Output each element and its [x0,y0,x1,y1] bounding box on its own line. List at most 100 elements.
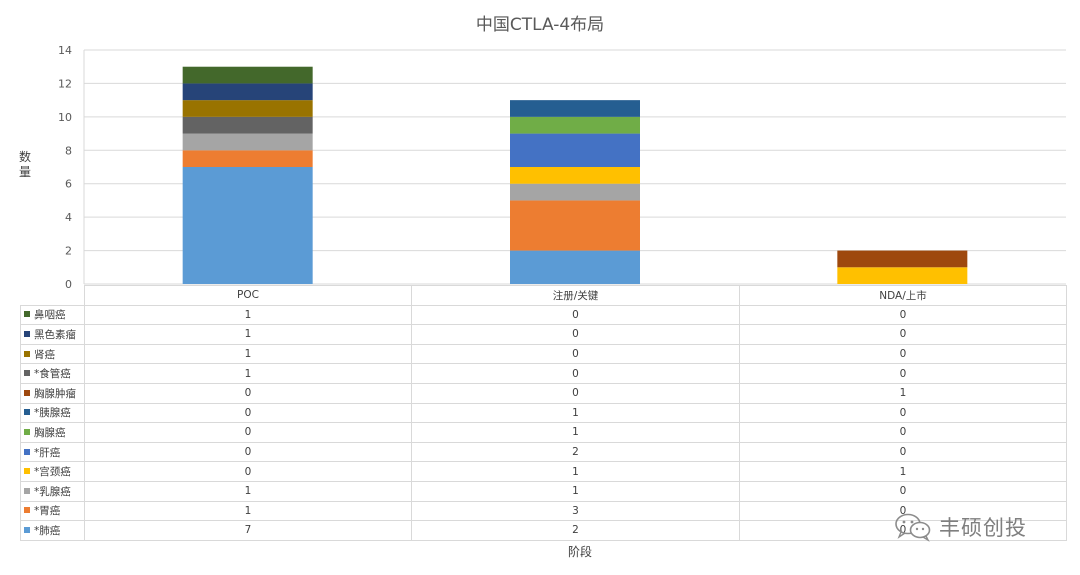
data-label: 0 [411,304,740,326]
data-label: 0 [84,422,412,443]
data-label: 7 [84,520,412,541]
legend-label: 鼻咽癌 [34,309,66,322]
legend-swatch [24,428,30,435]
table-row: *宫颈癌 0 1 1 [20,461,1067,482]
data-label: 1 [84,324,412,345]
bar-segment [510,250,640,284]
data-label: 0 [411,363,740,384]
data-label: 1 [411,402,740,424]
bar-segment [837,267,968,284]
table-row: *肝癌 0 2 0 [20,441,1067,463]
bar-segment [510,167,640,184]
bar-segment [837,250,968,268]
data-label: 0 [411,343,740,365]
bar-segment [182,167,313,284]
legend-swatch [24,370,30,377]
data-label: 0 [739,324,1067,345]
x-axis-label: 阶段 [567,545,592,559]
bar-segment [182,83,313,101]
data-label: 0 [739,402,1067,424]
chart-title: 中国CTLA-4布局 [475,15,605,35]
legend-entry: *胰腺癌 [20,402,85,424]
legend-entry: *宫颈癌 [20,461,85,482]
table-row: *乳腺癌 1 1 0 [20,480,1067,502]
data-label: 0 [739,441,1067,463]
data-label: 0 [739,363,1067,384]
bar-segment [182,150,313,167]
legend-entry: *肺癌 [20,520,85,541]
legend-label: *乳腺癌 [34,485,71,498]
legend-label: *宫颈癌 [34,466,71,479]
table-row: *胰腺癌 0 1 0 [20,402,1067,424]
y-tick-label: 8 [65,144,72,157]
table-row: *食管癌 1 0 0 [20,363,1067,384]
data-label: 3 [411,500,740,522]
legend-label: *肺癌 [34,524,61,537]
bar-segment [182,66,313,84]
x-tick-label: 注册/关键 [411,285,740,306]
legend-entry: *肝癌 [20,441,85,463]
bar-segment [510,133,640,167]
legend-swatch [24,448,30,455]
watermark: 丰硕创投 [893,512,1027,542]
legend-entry: *乳腺癌 [20,480,85,502]
data-label: 0 [739,304,1067,326]
data-label: 0 [84,402,412,424]
data-label: 1 [411,480,740,502]
data-label: 0 [411,324,740,345]
legend-label: 胸腺肿瘤 [34,387,76,400]
bar-segment [182,116,313,134]
table-row: *胃癌 1 3 0 [20,500,1067,522]
table-corner [20,285,85,306]
y-tick-label: 6 [65,178,72,191]
data-label: 2 [411,441,740,463]
x-tick-label: NDA/上市 [739,285,1067,306]
table-row: 胸腺肿瘤 0 0 1 [20,382,1067,404]
bar-segment [510,200,640,251]
data-label: 1 [411,422,740,443]
data-label: 0 [739,422,1067,443]
table-row: 胸腺癌 0 1 0 [20,422,1067,443]
table-row: 肾癌 1 0 0 [20,343,1067,365]
legend-swatch [24,409,30,416]
legend-entry: 鼻咽癌 [20,304,85,326]
legend-swatch [24,330,30,337]
legend-label: 肾癌 [34,348,55,361]
data-label: 1 [84,480,412,502]
bar-segment [510,100,640,117]
data-label: 0 [84,441,412,463]
legend-label: *肝癌 [34,446,61,459]
x-tick-label: POC [84,285,412,306]
data-label: 0 [411,382,740,404]
y-tick-label: 12 [58,77,72,90]
legend-swatch [24,468,30,475]
data-label: 1 [84,343,412,365]
data-label: 0 [739,480,1067,502]
legend-label: 胸腺癌 [34,426,66,439]
legend-label: 黑色素瘤 [34,328,76,341]
wechat-icon [895,513,931,542]
data-label: 1 [411,461,740,482]
bar-segment [182,133,313,151]
legend-label: *胃癌 [34,505,61,518]
data-label: 1 [739,461,1067,482]
data-table: POC 注册/关键 NDA/上市 鼻咽癌 1 0 0 黑色素瘤 1 0 0 肾癌 1 0 0 *食管癌 1 0 0 胸… [20,285,1067,541]
data-label: 2 [411,520,740,541]
y-tick-label: 4 [65,211,72,224]
table-row: 黑色素瘤 1 0 0 [20,324,1067,345]
y-tick-label: 10 [58,111,72,124]
data-label: 0 [739,343,1067,365]
legend-entry: 胸腺癌 [20,422,85,443]
legend-swatch [24,311,30,318]
data-label: 1 [739,382,1067,404]
table-row: 鼻咽癌 1 0 0 [20,304,1067,326]
legend-swatch [24,507,30,514]
legend-swatch [24,389,30,396]
legend-entry: 肾癌 [20,343,85,365]
bar-segment [182,100,313,117]
bar-segment [510,116,640,134]
legend-label: *食管癌 [34,368,71,381]
y-tick-label: 0 [65,278,72,291]
bar-segment [510,183,640,201]
